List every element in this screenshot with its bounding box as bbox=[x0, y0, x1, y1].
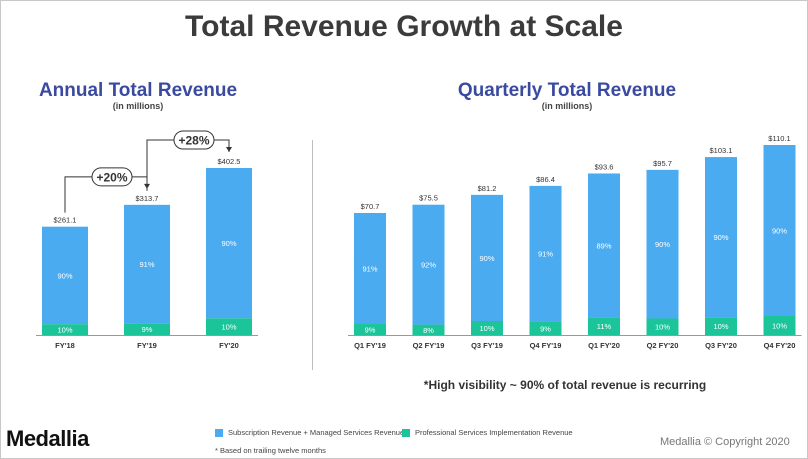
legend-label-subscription: Subscription Revenue + Managed Services … bbox=[228, 428, 405, 437]
page-title: Total Revenue Growth at Scale bbox=[185, 10, 623, 43]
annual-share-label-professional-1: 9% bbox=[142, 325, 153, 334]
quarterly-bar-professional-6 bbox=[705, 317, 737, 335]
legend-swatch-professional bbox=[402, 428, 410, 437]
quarterly-share-label-subscription-7: 90% bbox=[772, 227, 787, 236]
annual-bar-professional-0 bbox=[42, 324, 88, 335]
quarterly-share-label-subscription-0: 91% bbox=[362, 265, 377, 274]
annual-bar-professional-1 bbox=[124, 323, 170, 335]
legend-item-professional: Professional Services Implementation Rev… bbox=[402, 428, 573, 437]
quarterly-total-label-4: $93.6 bbox=[595, 162, 614, 171]
quarterly-category-label-1: Q2 FY'19 bbox=[413, 341, 445, 350]
annual-bar-subscription-0 bbox=[42, 226, 88, 325]
quarterly-share-label-professional-6: 10% bbox=[713, 322, 728, 331]
annual-category-label-0: FY'18 bbox=[55, 341, 75, 350]
quarterly-bar-subscription-4 bbox=[588, 173, 620, 318]
quarterly-total-label-3: $86.4 bbox=[536, 175, 555, 184]
quarterly-category-label-0: Q1 FY'19 bbox=[354, 341, 386, 350]
quarterly-share-label-subscription-6: 90% bbox=[713, 233, 728, 242]
recurring-note: *High visibility ~ 90% of total revenue … bbox=[423, 378, 707, 392]
quarterly-share-label-professional-7: 10% bbox=[772, 322, 787, 331]
annual-share-label-professional-0: 10% bbox=[57, 326, 72, 335]
quarterly-bar-professional-4 bbox=[588, 317, 620, 335]
quarterly-share-label-professional-2: 10% bbox=[479, 324, 494, 333]
quarterly-total-label-0: $70.7 bbox=[361, 202, 380, 211]
quarterly-bar-professional-2 bbox=[471, 320, 503, 335]
growth-label-1: +28% bbox=[178, 134, 209, 148]
quarterly-bar-professional-1 bbox=[412, 324, 445, 335]
annual-bar-subscription-2 bbox=[206, 168, 252, 319]
footnote: * Based on trailing twelve months bbox=[215, 446, 326, 455]
annual-total-label-1: $313.7 bbox=[136, 194, 159, 203]
quarterly-share-label-professional-1: 8% bbox=[423, 326, 434, 335]
quarterly-bar-professional-7 bbox=[763, 316, 796, 335]
quarterly-bar-professional-0 bbox=[354, 324, 386, 335]
quarterly-share-label-subscription-4: 89% bbox=[596, 241, 611, 250]
quarterly-category-label-4: Q1 FY'20 bbox=[588, 341, 620, 350]
quarterly-share-label-professional-3: 9% bbox=[540, 324, 551, 333]
quarterly-category-label-3: Q4 FY'19 bbox=[530, 341, 562, 350]
growth-badge-1 bbox=[173, 130, 215, 150]
quarterly-category-label-6: Q3 FY'20 bbox=[705, 341, 737, 350]
quarterly-bar-professional-3 bbox=[529, 321, 562, 335]
annual-category-label-2: FY'20 bbox=[219, 341, 239, 350]
annual-share-label-subscription-0: 90% bbox=[57, 271, 72, 280]
quarterly-total-label-6: $103.1 bbox=[710, 146, 733, 155]
quarterly-category-label-5: Q2 FY'20 bbox=[647, 341, 679, 350]
quarterly-bar-subscription-2 bbox=[471, 194, 503, 321]
annual-share-label-professional-2: 10% bbox=[221, 323, 236, 332]
quarterly-category-label-7: Q4 FY'20 bbox=[764, 341, 796, 350]
quarterly-total-label-7: $110.1 bbox=[768, 134, 790, 143]
quarterly-bar-professional-5 bbox=[646, 318, 679, 335]
legend-swatch-subscription bbox=[215, 428, 223, 437]
annual-bar-professional-2 bbox=[206, 318, 252, 335]
annual-share-label-subscription-2: 90% bbox=[221, 239, 236, 248]
annual-total-label-2: $402.5 bbox=[218, 157, 241, 166]
annual-bar-subscription-1 bbox=[124, 204, 170, 324]
annual-category-label-1: FY'19 bbox=[137, 341, 157, 350]
quarterly-share-label-subscription-3: 91% bbox=[538, 250, 553, 259]
quarterly-bar-subscription-6 bbox=[705, 157, 737, 318]
quarterly-share-label-professional-4: 11% bbox=[597, 322, 612, 331]
copyright-text: Medallia © Copyright 2020 bbox=[660, 436, 790, 448]
quarterly-bar-subscription-7 bbox=[763, 145, 796, 316]
quarterly-bar-subscription-1 bbox=[412, 204, 445, 325]
quarterly-category-label-2: Q3 FY'19 bbox=[471, 341, 503, 350]
quarterly-bar-subscription-3 bbox=[529, 185, 562, 322]
legend-item-subscription: Subscription Revenue + Managed Services … bbox=[215, 428, 404, 437]
quarterly-bar-subscription-5 bbox=[646, 169, 679, 319]
legend-label-professional: Professional Services Implementation Rev… bbox=[415, 428, 573, 437]
growth-badge-0 bbox=[91, 167, 133, 187]
annual-total-label-0: $261.1 bbox=[54, 216, 77, 225]
growth-arrowhead-1 bbox=[226, 147, 232, 152]
medallia-logo: Medallia bbox=[6, 426, 89, 451]
quarterly-share-label-professional-5: 10% bbox=[655, 323, 670, 332]
chart-divider bbox=[312, 140, 313, 370]
quarterly-chart-subtitle: (in millions) bbox=[541, 101, 593, 111]
quarterly-share-label-subscription-1: 92% bbox=[421, 261, 436, 270]
quarterly-total-label-5: $95.7 bbox=[653, 159, 672, 168]
growth-label-0: +20% bbox=[96, 170, 127, 184]
quarterly-chart-title: Quarterly Total Revenue bbox=[457, 80, 677, 101]
annual-chart-title: Annual Total Revenue bbox=[38, 80, 238, 101]
quarterly-share-label-subscription-5: 90% bbox=[655, 240, 670, 249]
quarterly-bar-subscription-0 bbox=[354, 212, 386, 325]
annual-share-label-subscription-1: 91% bbox=[139, 260, 154, 269]
quarterly-total-label-2: $81.2 bbox=[478, 184, 497, 193]
quarterly-share-label-subscription-2: 90% bbox=[479, 254, 494, 263]
annual-chart-subtitle: (in millions) bbox=[112, 101, 164, 111]
quarterly-total-label-1: $75.5 bbox=[419, 194, 438, 203]
quarterly-share-label-professional-0: 9% bbox=[365, 326, 376, 335]
